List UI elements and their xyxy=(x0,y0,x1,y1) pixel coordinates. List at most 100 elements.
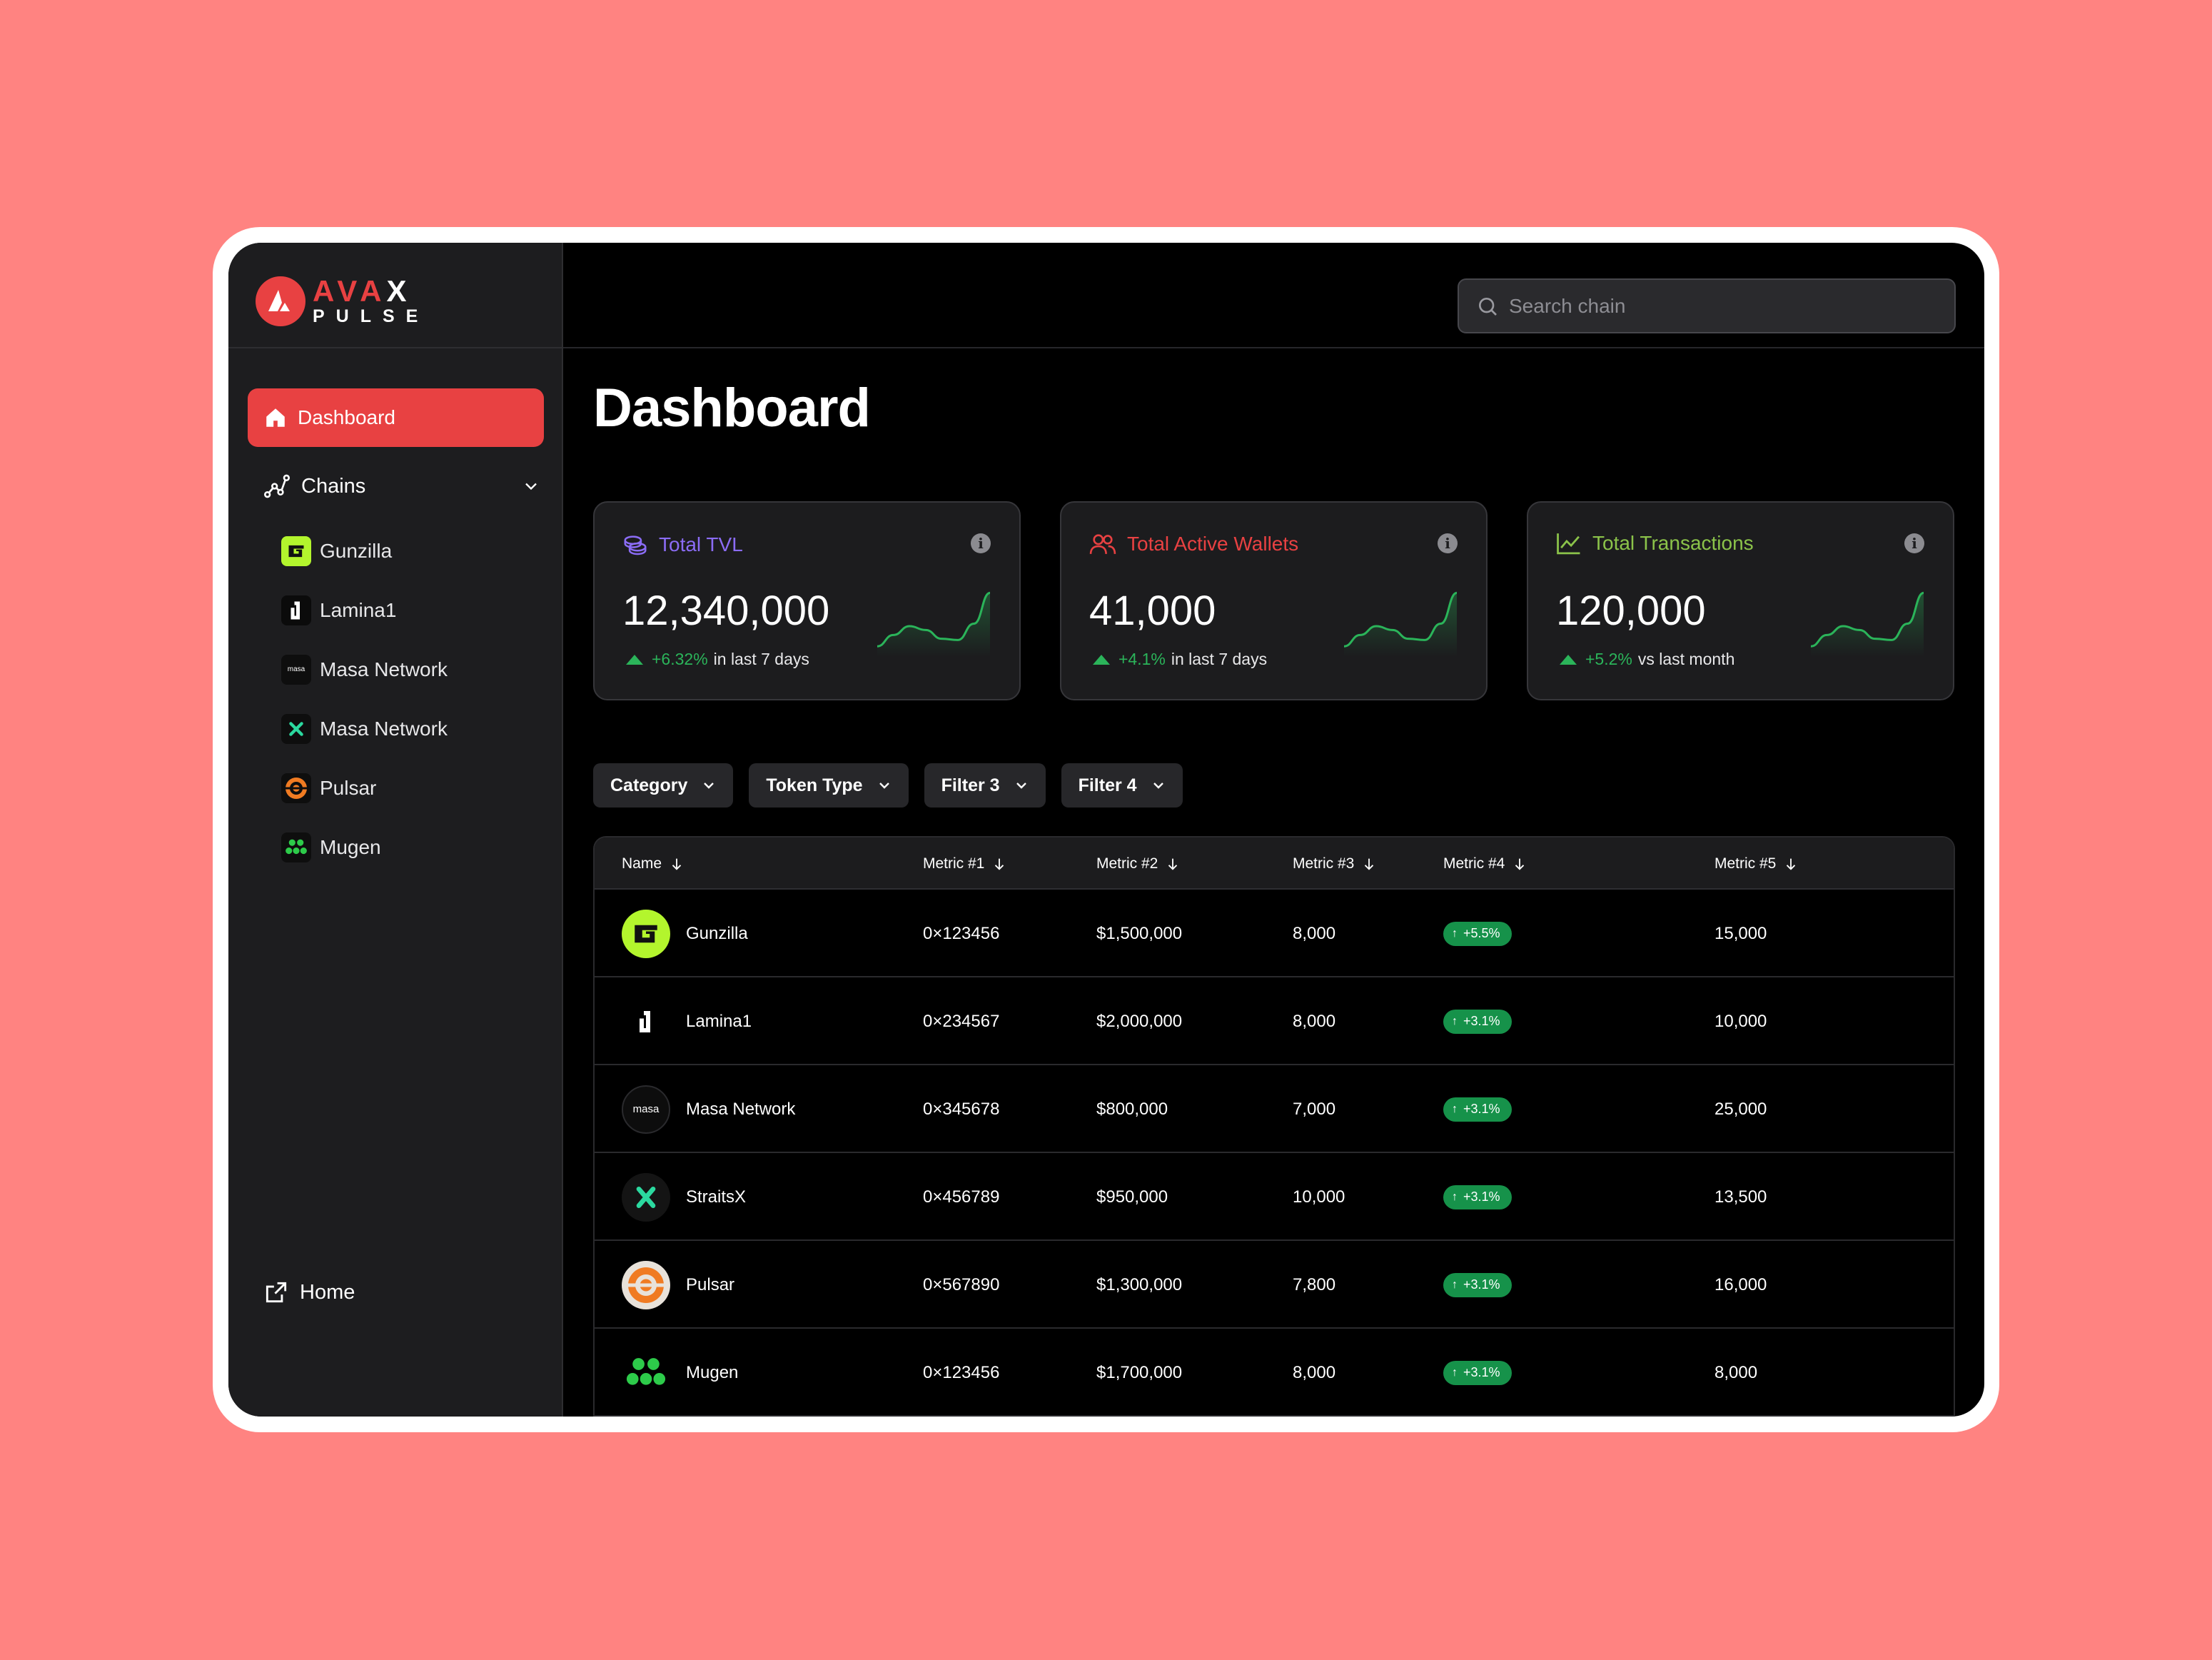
sidebar-item-gunzilla[interactable]: Gunzilla xyxy=(281,521,552,580)
card-title: Total TVL xyxy=(659,533,743,555)
search-bar[interactable] xyxy=(1458,278,1956,333)
sidebar-item-dashboard[interactable]: Dashboard xyxy=(248,388,544,447)
column-header-name[interactable]: Name xyxy=(622,837,685,890)
row-name: Pulsar xyxy=(686,1274,735,1294)
sidebar-item-mugen[interactable]: Mugen xyxy=(281,818,552,877)
sidebar-divider xyxy=(228,347,563,348)
sort-arrow-down-icon xyxy=(1365,858,1374,870)
sidebar-item-pulsar[interactable]: Pulsar xyxy=(281,758,552,818)
sort-arrow-down-icon xyxy=(1515,858,1525,870)
card-delta: +5.2% vs last month xyxy=(1560,650,1734,669)
cell-metric-1: 0×123456 xyxy=(923,1362,1000,1382)
column-header-metric-4[interactable]: Metric #4 xyxy=(1443,837,1527,890)
sidebar-item-masa[interactable]: masa Masa Network xyxy=(281,640,552,699)
trend-up-icon xyxy=(626,654,643,665)
cell-metric-2: $800,000 xyxy=(1096,1099,1168,1119)
cell-metric-4: ↑ +3.1% xyxy=(1443,1329,1512,1417)
info-icon[interactable]: i xyxy=(1904,533,1924,553)
sidebar-item-label: Gunzilla xyxy=(320,539,393,562)
row-name: StraitsX xyxy=(686,1187,747,1207)
page-title: Dashboard xyxy=(593,378,871,438)
cell-name: Pulsar xyxy=(622,1241,734,1329)
arrow-up-icon: ↑ xyxy=(1452,1190,1458,1203)
mugen-logo-icon xyxy=(622,1348,670,1397)
cell-metric-3: 10,000 xyxy=(1293,1187,1345,1207)
sparkline-line xyxy=(1810,591,1924,648)
sparkline-area xyxy=(1811,593,1924,657)
table-row[interactable]: StraitsX 0×456789 $950,000 10,000 ↑ +3.1%… xyxy=(595,1153,1954,1241)
sidebar: AVAX PULSE Dashboard Chains Gunzilla xyxy=(228,243,563,1417)
cell-metric-3: 7,000 xyxy=(1293,1099,1336,1119)
cell-metric-1: 0×567890 xyxy=(923,1274,1000,1294)
stat-card-active-wallets: Total Active Wallets i 41,000 +4.1% in l… xyxy=(1060,501,1488,700)
sidebar-item-straitsx[interactable]: Masa Network xyxy=(281,699,552,758)
table-row[interactable]: Pulsar 0×567890 $1,300,000 7,800 ↑ +3.1% … xyxy=(595,1241,1954,1329)
cell-metric-1: 0×456789 xyxy=(923,1187,1000,1207)
chains-icon xyxy=(264,474,290,498)
filter-bar: Category Token Type Filter 3 Filter 4 xyxy=(593,763,1183,808)
table-row[interactable]: Lamina1 0×234567 $2,000,000 8,000 ↑ +3.1%… xyxy=(595,977,1954,1065)
info-icon[interactable]: i xyxy=(971,533,991,553)
card-value: 12,340,000 xyxy=(622,588,830,634)
cell-metric-2: $1,500,000 xyxy=(1096,923,1183,943)
table-row[interactable]: masa Masa Network 0×345678 $800,000 7,00… xyxy=(595,1065,1954,1153)
arrow-up-icon: ↑ xyxy=(1452,1366,1458,1379)
cell-metric-5: 25,000 xyxy=(1714,1099,1767,1119)
column-header-metric-5[interactable]: Metric #5 xyxy=(1714,837,1799,890)
chevron-down-icon[interactable] xyxy=(521,476,541,496)
column-header-metric-3[interactable]: Metric #3 xyxy=(1293,837,1377,890)
sort-arrow-down-icon xyxy=(1787,858,1796,870)
straitsx-logo-icon xyxy=(622,1172,670,1222)
cell-name: StraitsX xyxy=(622,1153,746,1241)
info-icon[interactable]: i xyxy=(1438,533,1458,553)
filter-category-dropdown[interactable]: Category xyxy=(593,763,734,808)
search-input[interactable] xyxy=(1509,294,1909,318)
cell-metric-4: ↑ +3.1% xyxy=(1443,977,1512,1065)
delta-period: in last 7 days xyxy=(713,650,809,668)
brand-logo[interactable]: AVAX PULSE xyxy=(256,276,429,327)
chains-table: Name Metric #1 Metric #2 Metric #3 Metri… xyxy=(593,836,1955,1417)
gunzilla-logo-icon xyxy=(622,909,670,958)
search-icon xyxy=(1479,297,1497,316)
cell-name: Mugen xyxy=(622,1329,738,1417)
pulsar-logo-icon xyxy=(281,773,311,803)
sidebar-item-label: Pulsar xyxy=(320,776,377,799)
cell-metric-3: 8,000 xyxy=(1293,923,1336,943)
line-chart-icon xyxy=(1557,533,1580,555)
delta-period: vs last month xyxy=(1637,650,1735,668)
masa-logo-icon: masa xyxy=(281,654,311,685)
trend-up-icon xyxy=(1093,654,1110,665)
brand-name: AVAX xyxy=(313,274,412,308)
cell-metric-4: ↑ +5.5% xyxy=(1443,890,1512,977)
filter-4-dropdown[interactable]: Filter 4 xyxy=(1061,763,1183,808)
cell-metric-1: 0×123456 xyxy=(923,923,1000,943)
arrow-up-icon: ↑ xyxy=(1452,1102,1458,1115)
column-header-metric-1[interactable]: Metric #1 xyxy=(923,837,1007,890)
sparkline-area xyxy=(877,593,990,657)
sidebar-item-lamina1[interactable]: Lamina1 xyxy=(281,580,552,640)
row-name: Mugen xyxy=(686,1362,739,1382)
sidebar-item-label: Mugen xyxy=(320,835,381,858)
sparkline-area xyxy=(1344,593,1457,657)
row-name: Lamina1 xyxy=(686,1011,752,1031)
table-header: Name Metric #1 Metric #2 Metric #3 Metri… xyxy=(595,837,1954,890)
external-link-icon xyxy=(266,1282,287,1303)
sort-arrow-down-icon xyxy=(672,858,682,870)
table-row[interactable]: Mugen 0×123456 $1,700,000 8,000 ↑ +3.1% 8… xyxy=(595,1329,1954,1417)
column-header-metric-2[interactable]: Metric #2 xyxy=(1096,837,1181,890)
topbar-divider xyxy=(563,347,1984,348)
chevron-down-icon xyxy=(1016,783,1026,789)
sidebar-item-home[interactable]: Home xyxy=(263,1271,355,1314)
table-row[interactable]: Gunzilla 0×123456 $1,500,000 8,000 ↑ +5.5… xyxy=(595,890,1954,977)
home-icon xyxy=(266,408,285,427)
filter-token-type-dropdown[interactable]: Token Type xyxy=(749,763,909,808)
users-icon xyxy=(1089,534,1116,554)
delta-period: in last 7 days xyxy=(1171,650,1268,668)
chevron-down-icon xyxy=(704,783,714,789)
filter-3-dropdown[interactable]: Filter 3 xyxy=(924,763,1046,808)
change-badge: ↑ +3.1% xyxy=(1443,1184,1512,1209)
sidebar-item-chains[interactable]: Chains xyxy=(263,457,541,515)
coins-icon xyxy=(624,535,647,555)
change-badge: ↑ +3.1% xyxy=(1443,1097,1512,1122)
change-badge: ↑ +3.1% xyxy=(1443,1272,1512,1297)
